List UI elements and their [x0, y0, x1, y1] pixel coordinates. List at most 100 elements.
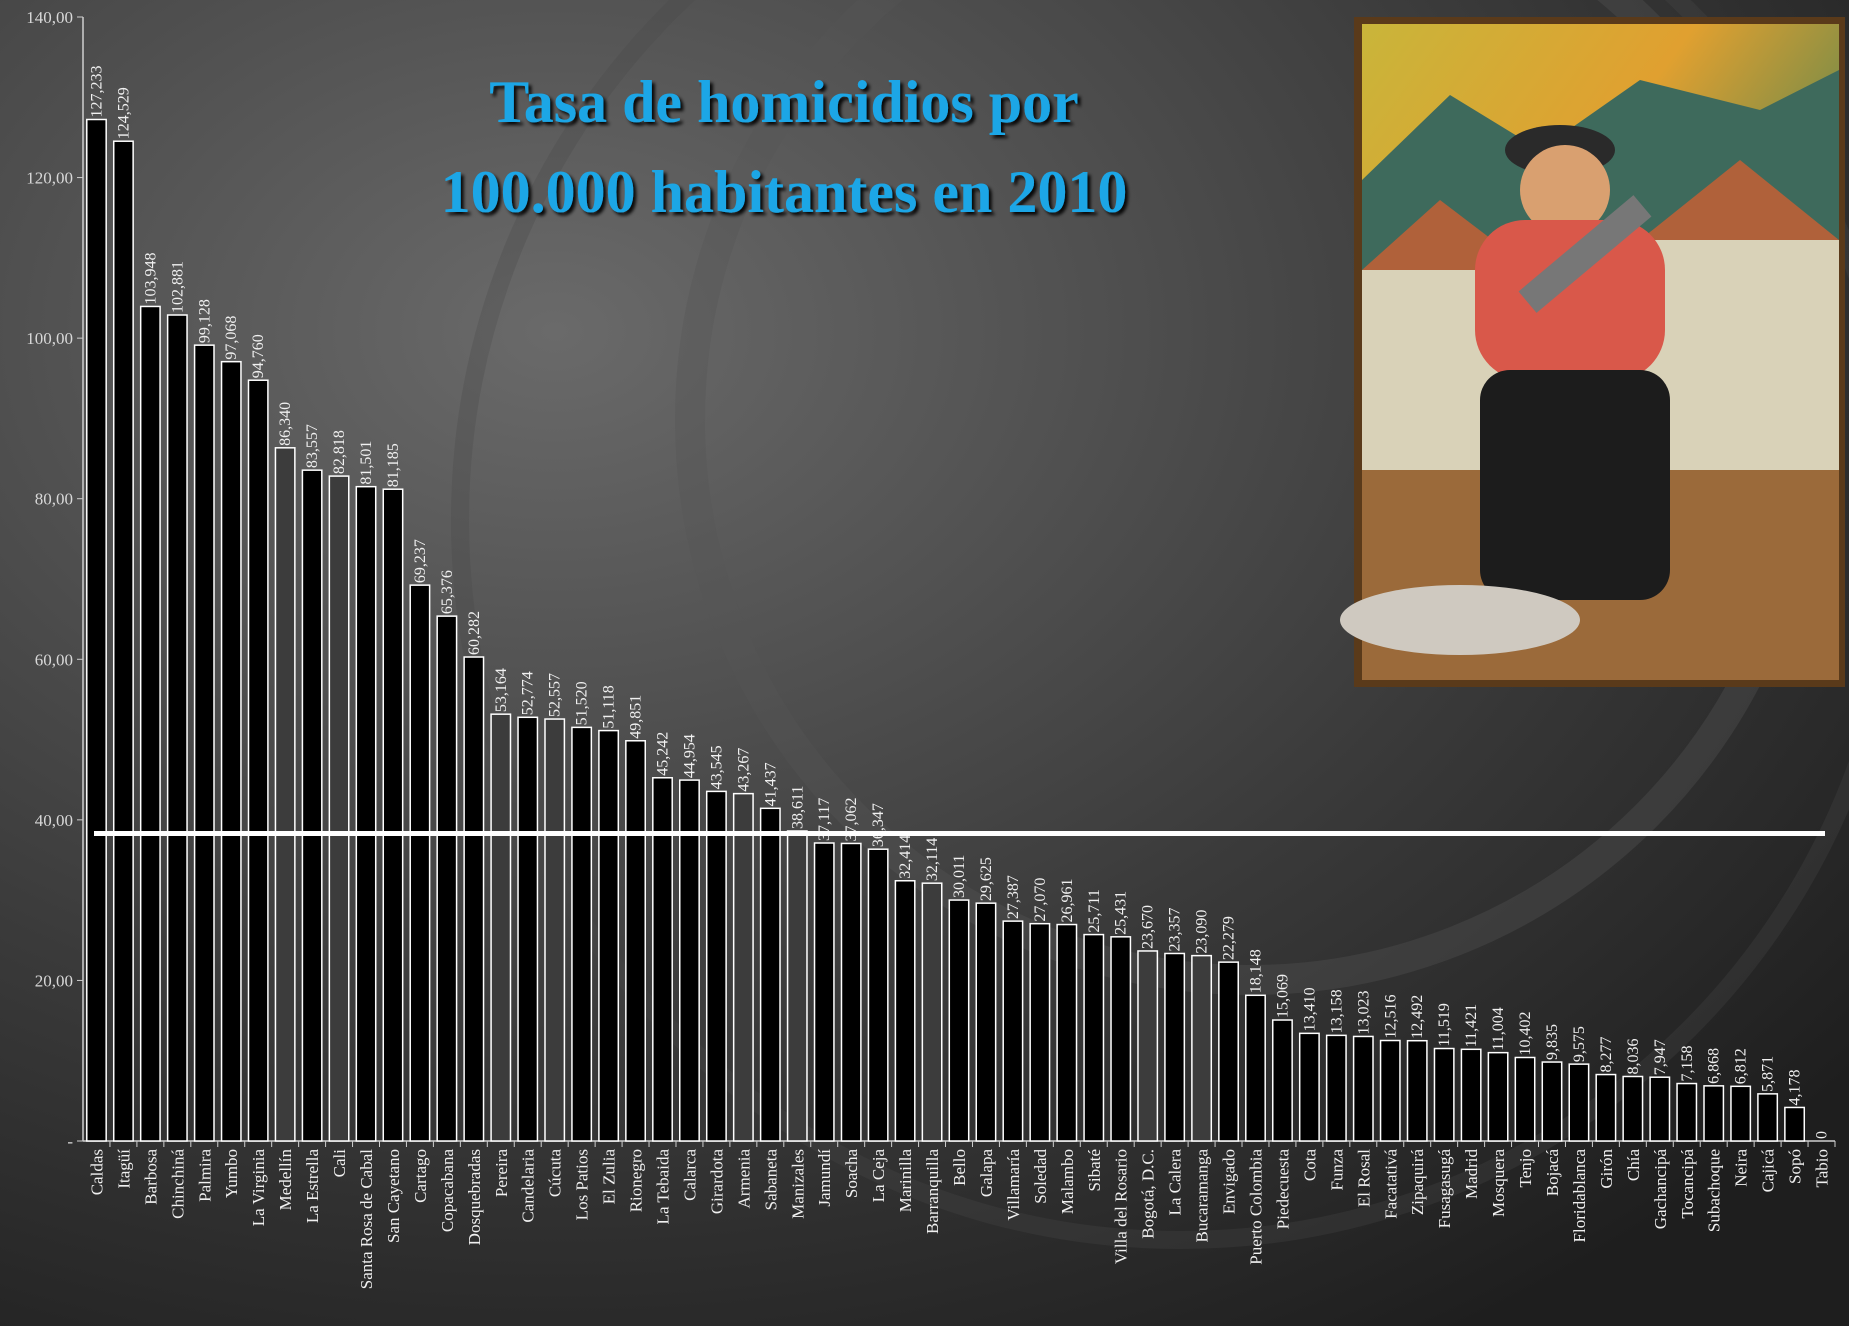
value-label: 44,954 — [681, 734, 698, 778]
x-tick-label: Armenia — [734, 1149, 753, 1209]
x-tick-label: Jamundí — [815, 1149, 834, 1207]
x-tick-label: La Ceja — [869, 1149, 888, 1203]
y-tick-label: 20,00 — [35, 971, 73, 990]
bar — [868, 849, 887, 1141]
bar — [329, 476, 348, 1141]
bar — [1327, 1035, 1346, 1141]
painting — [1340, 17, 1845, 687]
value-label: 7,158 — [1679, 1046, 1696, 1082]
x-tick-label: Sibaté — [1085, 1149, 1104, 1192]
x-tick-label: El Zulia — [600, 1149, 619, 1205]
x-tick-label: Subachoque — [1705, 1149, 1724, 1232]
value-label: 49,851 — [628, 695, 645, 739]
bar — [545, 719, 564, 1141]
chart-title: 100.000 habitantes en 2010 — [441, 159, 1128, 225]
chart: -20,0040,0060,0080,00100,00120,00140,00C… — [0, 0, 1849, 1326]
y-tick-label: 140,00 — [26, 8, 73, 27]
chart-title: Tasa de homicidios por — [489, 69, 1079, 135]
x-tick-label: Cajicá — [1759, 1149, 1778, 1193]
value-label: 32,414 — [897, 835, 914, 879]
value-label: 94,760 — [250, 334, 267, 378]
y-tick-label: - — [67, 1132, 73, 1151]
bar — [1030, 924, 1049, 1141]
value-label: 25,711 — [1086, 889, 1103, 932]
x-tick-label: Cartago — [411, 1149, 430, 1203]
bar — [1300, 1033, 1319, 1141]
bar — [195, 345, 214, 1141]
x-tick-label: Pereira — [492, 1149, 511, 1198]
x-tick-label: Chía — [1624, 1149, 1643, 1182]
bar — [1461, 1049, 1480, 1141]
x-tick-label: Cali — [330, 1149, 349, 1178]
x-tick-label: Santa Rosa de Cabal — [357, 1149, 376, 1289]
bar — [518, 717, 537, 1141]
x-tick-label: Copacabana — [438, 1149, 457, 1233]
painting-figure — [1340, 585, 1580, 655]
x-tick-label: La Estrella — [303, 1149, 322, 1224]
y-tick-label: 60,00 — [35, 650, 73, 669]
x-tick-label: Calarca — [680, 1149, 699, 1201]
y-tick-label: 80,00 — [35, 490, 73, 509]
value-label: 51,520 — [574, 681, 591, 725]
bar — [922, 883, 941, 1141]
value-label: 43,267 — [735, 748, 752, 792]
value-label: 12,516 — [1382, 995, 1399, 1039]
x-tick-label: Tenjo — [1516, 1149, 1535, 1187]
value-label: 99,128 — [196, 299, 213, 343]
bar — [1731, 1086, 1750, 1141]
value-label: 23,670 — [1140, 905, 1157, 949]
painting-trousers — [1480, 370, 1670, 600]
bar — [1488, 1053, 1507, 1141]
value-label: 6,868 — [1706, 1048, 1723, 1084]
bar — [788, 831, 807, 1141]
painting-shirt — [1475, 220, 1665, 380]
bar — [841, 843, 860, 1141]
x-tick-label: Piedecuesta — [1273, 1149, 1292, 1230]
x-tick-label: Los Patios — [573, 1149, 592, 1220]
x-tick-label: Soledad — [1031, 1149, 1050, 1204]
bar — [275, 448, 294, 1141]
bar — [1542, 1062, 1561, 1141]
bar — [1381, 1041, 1400, 1141]
value-label: 30,011 — [951, 855, 968, 898]
x-tick-label: Bojacá — [1543, 1149, 1562, 1197]
value-label: 86,340 — [277, 402, 294, 446]
bar — [1758, 1094, 1777, 1141]
value-label: 12,492 — [1409, 995, 1426, 1039]
bar — [1192, 956, 1211, 1141]
x-tick-label: Dosquebradas — [465, 1149, 484, 1245]
x-tick-label: Medellín — [276, 1149, 295, 1211]
page: {"chart_data": {"type": "bar", "title": … — [0, 0, 1849, 1326]
x-tick-label: Itagüí — [114, 1149, 133, 1189]
value-label: 60,282 — [466, 611, 483, 655]
value-label: 7,947 — [1652, 1039, 1669, 1075]
bar — [302, 470, 321, 1141]
bar — [572, 727, 591, 1141]
x-tick-label: Girardota — [707, 1149, 726, 1215]
x-tick-label: Villamaría — [1004, 1149, 1023, 1221]
value-label: 5,871 — [1760, 1056, 1777, 1092]
bar — [222, 362, 241, 1141]
bar — [761, 808, 780, 1141]
bar — [410, 585, 429, 1141]
value-label: 81,185 — [385, 443, 402, 487]
x-tick-label: Funza — [1327, 1149, 1346, 1191]
x-tick-label: Cota — [1300, 1149, 1319, 1182]
x-tick-label: Facatativá — [1381, 1149, 1400, 1219]
value-label: 15,069 — [1274, 974, 1291, 1018]
bar — [141, 306, 160, 1141]
value-label: 0 — [1814, 1131, 1831, 1139]
x-tick-label: La Tebaida — [654, 1149, 673, 1225]
bar — [87, 120, 106, 1141]
bar — [491, 714, 510, 1141]
bar — [1138, 951, 1157, 1141]
value-label: 102,881 — [169, 261, 186, 313]
y-tick-label: 40,00 — [35, 811, 73, 830]
x-tick-label: Soacha — [842, 1149, 861, 1199]
bar — [356, 487, 375, 1141]
value-label: 11,421 — [1463, 1004, 1480, 1047]
value-label: 97,068 — [223, 316, 240, 360]
value-label: 4,178 — [1787, 1069, 1804, 1105]
x-tick-label: La Virginia — [249, 1149, 268, 1227]
x-tick-label: Fusagasugá — [1435, 1149, 1454, 1229]
